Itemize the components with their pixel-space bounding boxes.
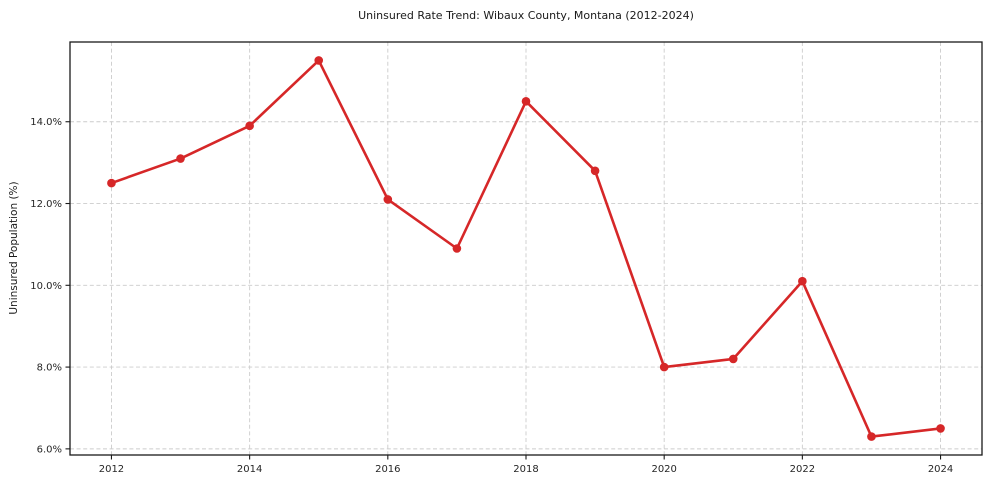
data-point-2012 <box>107 178 116 188</box>
x-tick-label: 2012 <box>99 464 124 475</box>
y-tick-label: 14.0% <box>30 117 62 128</box>
x-tick-label: 2014 <box>237 464 262 475</box>
x-tick-label: 2022 <box>790 464 815 475</box>
y-tick-label: 8.0% <box>37 363 62 374</box>
chart-title: Uninsured Rate Trend: Wibaux County, Mon… <box>358 9 694 22</box>
y-tick-label: 10.0% <box>30 281 62 292</box>
x-tick-label: 2016 <box>375 464 400 475</box>
data-point-2022 <box>798 276 807 286</box>
x-tick-label: 2018 <box>513 464 538 475</box>
data-point-2013 <box>176 154 185 163</box>
data-point-2016 <box>383 195 393 204</box>
data-point-2015 <box>314 56 324 65</box>
x-tick-label: 2024 <box>928 464 953 475</box>
data-point-2017 <box>452 244 462 253</box>
data-point-2014 <box>245 121 254 131</box>
data-point-2023 <box>867 432 876 441</box>
data-point-2019 <box>590 166 600 176</box>
data-point-2021 <box>728 354 738 364</box>
x-tick-label: 2020 <box>651 464 676 475</box>
y-tick-label: 12.0% <box>30 199 62 210</box>
data-point-2018 <box>521 96 531 106</box>
y-tick-label: 6.0% <box>37 444 62 455</box>
data-point-2024 <box>936 424 945 433</box>
data-point-2020 <box>659 362 669 372</box>
